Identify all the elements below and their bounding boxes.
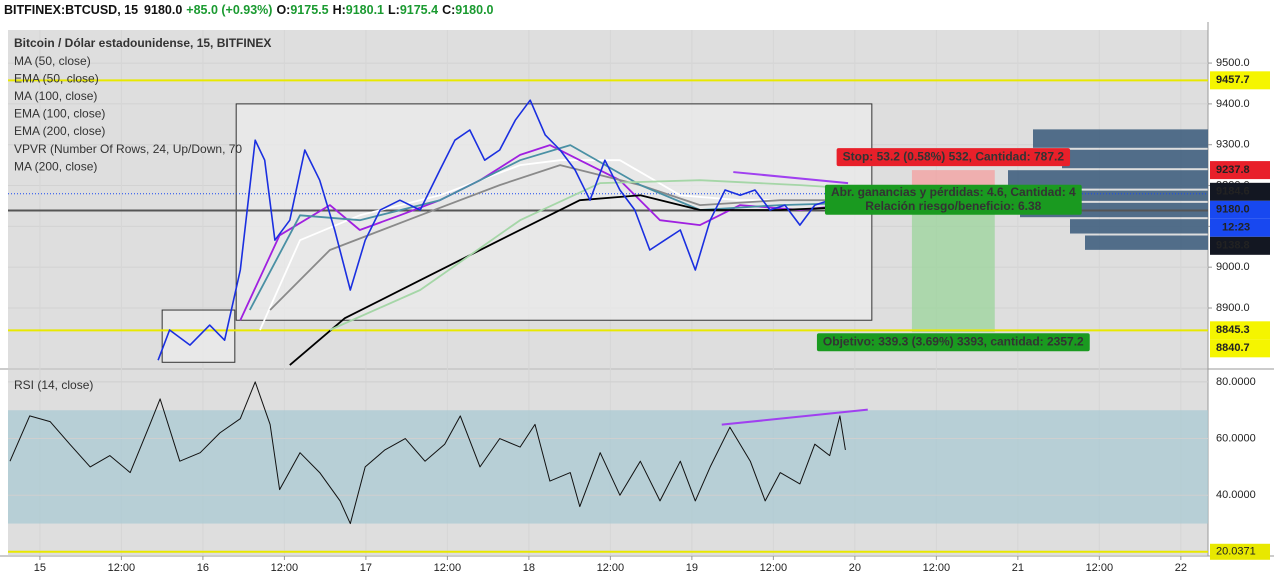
rsi-level-label: 20.0371 xyxy=(1216,546,1256,558)
chart-title: Bitcoin / Dólar estadounidense, 15, BITF… xyxy=(14,36,271,50)
ohlc-value: 9180.0 xyxy=(455,3,493,17)
x-tick-label: 12:00 xyxy=(271,562,299,574)
target-label-box xyxy=(816,333,1090,352)
rsi-tick-label: 80.0000 xyxy=(1216,376,1256,388)
price-label: 9138.8 xyxy=(1216,240,1250,252)
legend-entry: MA (100, close) xyxy=(14,89,97,103)
rsi-band xyxy=(8,410,1208,524)
y-tick-label: 8900.0 xyxy=(1216,302,1250,314)
rsi-tick-label: 40.0000 xyxy=(1216,489,1256,501)
volume-bar xyxy=(1085,235,1208,250)
countdown-box xyxy=(1210,218,1270,237)
legend-entry: VPVR (Number Of Rows, 24, Up/Down, 70 xyxy=(14,142,242,156)
x-tick-label: 12:00 xyxy=(597,562,625,574)
header: BITFINEX:BTCUSD, 15 9180.0 +85.0 (+0.93%) O… xyxy=(4,3,494,17)
y-tick-label: 9000.0 xyxy=(1216,261,1250,273)
rsi-title: RSI (14, close) xyxy=(14,378,93,392)
rsi-trendline xyxy=(721,408,868,426)
x-tick-label: 12:00 xyxy=(923,562,951,574)
price-label: 8845.3 xyxy=(1216,324,1250,336)
ohlc-key: H: xyxy=(333,3,346,17)
volume-bar xyxy=(1062,149,1208,169)
volume-bar xyxy=(1070,219,1208,234)
x-tick-label: 19 xyxy=(686,562,698,574)
target-label: Objetivo: 339.3 (3.69%) 3393, cantidad: … xyxy=(823,334,1084,348)
legend-entry: MA (200, close) xyxy=(14,159,97,173)
countdown: 12:23 xyxy=(1222,222,1250,234)
price-label: 8840.7 xyxy=(1216,342,1250,354)
volume-bar xyxy=(1008,170,1208,189)
ohlc-key: O: xyxy=(276,3,290,17)
trendline xyxy=(733,171,849,185)
volume-bar xyxy=(1033,129,1208,148)
price-label: 9457.7 xyxy=(1216,74,1250,86)
price-line xyxy=(157,99,846,361)
y-tick-label: 9300.0 xyxy=(1216,139,1250,151)
ohlc-value: 9175.5 xyxy=(290,3,328,17)
y-tick-label: 9500.0 xyxy=(1216,57,1250,69)
rsi-line xyxy=(9,381,846,525)
x-tick-label: 22 xyxy=(1175,562,1187,574)
x-tick-label: 20 xyxy=(849,562,861,574)
legend-entry: EMA (50, close) xyxy=(14,71,99,85)
pnl-box xyxy=(824,184,1082,215)
pnl-label: Abr. ganancias y pérdidas: 4.6, Cantidad… xyxy=(831,185,1076,199)
price-label-box xyxy=(1210,71,1270,90)
ma-line xyxy=(249,144,846,311)
ohlc-value: 9180.1 xyxy=(346,3,384,17)
price-label: 9237.8 xyxy=(1216,164,1250,176)
ohlc-key: C: xyxy=(442,3,455,17)
x-tick-label: 18 xyxy=(523,562,535,574)
ma-line xyxy=(269,164,846,311)
ratio-label: Relación riesgo/beneficio: 6.38 xyxy=(865,199,1041,213)
price-label-box xyxy=(1210,161,1270,180)
x-tick-label: 15 xyxy=(34,562,46,574)
ohlc-key: L: xyxy=(388,3,400,17)
ma-line xyxy=(239,144,846,321)
rsi-tick-label: 60.0000 xyxy=(1216,432,1256,444)
legend-entry: EMA (200, close) xyxy=(14,124,105,138)
target-zone xyxy=(911,193,995,333)
stop-label: Stop: 53.2 (0.58%) 532, Cantidad: 787.2 xyxy=(843,149,1065,163)
ma-line xyxy=(259,159,846,331)
rsi-level-box xyxy=(1210,543,1270,560)
x-tick-label: 12:00 xyxy=(1086,562,1114,574)
price-label: 9184.6 xyxy=(1216,186,1250,198)
ma-line xyxy=(329,179,846,331)
price-label-box xyxy=(1210,182,1270,201)
x-tick-label: 21 xyxy=(1012,562,1024,574)
stop-label-box xyxy=(836,148,1071,167)
drawing-rectangle xyxy=(235,103,873,321)
x-tick-label: 16 xyxy=(197,562,209,574)
symbol: BITFINEX:BTCUSD, 15 xyxy=(4,3,138,17)
y-tick-label: 9400.0 xyxy=(1216,98,1250,110)
price-label-box xyxy=(1210,200,1270,219)
ohlc-value: 9175.4 xyxy=(400,3,438,17)
layer: 8900.09000.09100.09200.09300.09400.09500… xyxy=(8,30,1270,574)
price-label-box xyxy=(1210,321,1270,340)
volume-bar xyxy=(962,190,1208,201)
x-tick-label: 12:00 xyxy=(760,562,788,574)
x-tick-label: 12:00 xyxy=(434,562,462,574)
x-tick-label: 12:00 xyxy=(108,562,136,574)
price-label-box xyxy=(1210,236,1270,255)
legend-entry: EMA (100, close) xyxy=(14,107,105,121)
ma-line xyxy=(289,194,846,366)
price-label: 9180.0 xyxy=(1216,204,1250,216)
last-price: 9180.0 xyxy=(144,3,182,17)
price-label-box xyxy=(1210,339,1270,358)
change: +85.0 (+0.93%) xyxy=(186,3,272,17)
legend-entry: MA (50, close) xyxy=(14,54,91,68)
x-tick-label: 17 xyxy=(360,562,372,574)
